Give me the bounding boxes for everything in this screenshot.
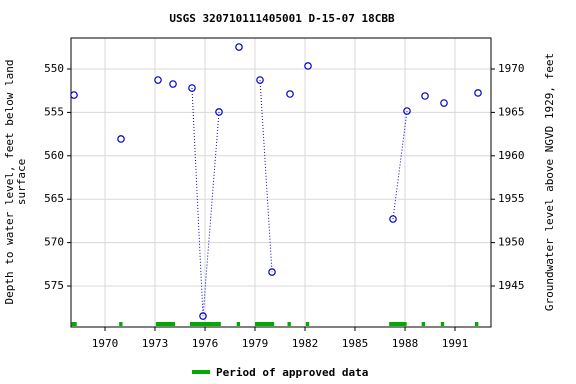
approved-period xyxy=(475,322,479,326)
y2-tick-label: 1960 xyxy=(498,149,525,162)
data-point xyxy=(256,76,264,84)
approved-period xyxy=(305,322,310,326)
data-point xyxy=(286,90,294,98)
x-tick-label: 1976 xyxy=(192,337,219,350)
y2-tick-label: 1970 xyxy=(498,62,525,75)
y2-tick-label: 1955 xyxy=(498,192,525,205)
data-line xyxy=(192,80,478,316)
data-point xyxy=(304,62,312,70)
data-point xyxy=(70,91,78,99)
y-tick-label: 570 xyxy=(44,236,64,249)
approved-period xyxy=(421,322,425,326)
x-tick-label: 1970 xyxy=(92,337,119,350)
plot-frame xyxy=(70,37,492,328)
y2-tick-label: 1945 xyxy=(498,279,525,292)
approved-period xyxy=(236,322,240,326)
data-point xyxy=(403,107,411,115)
data-point xyxy=(268,268,276,276)
data-point xyxy=(235,43,243,51)
data-point xyxy=(188,84,196,92)
approved-period xyxy=(155,322,175,326)
chart-title: USGS 320710111405001 D-15-07 18CBB xyxy=(169,12,395,25)
approved-period xyxy=(119,322,123,326)
data-point xyxy=(474,89,482,97)
data-point xyxy=(154,76,162,84)
data-point xyxy=(389,215,397,223)
approved-period xyxy=(190,322,221,326)
y-tick-label: 565 xyxy=(44,192,64,205)
y2-tick-label: 1965 xyxy=(498,105,525,118)
y2-axis-label: Groundwater level above NGVD 1929, feet xyxy=(543,53,556,311)
y-tick-label: 550 xyxy=(44,62,64,75)
data-point xyxy=(169,80,177,88)
x-tick-label: 1991 xyxy=(442,337,469,350)
approved-period xyxy=(71,322,77,326)
x-tick-label: 1985 xyxy=(342,337,369,350)
data-point xyxy=(199,312,207,320)
data-point xyxy=(440,99,448,107)
y-tick-label: 575 xyxy=(44,279,64,292)
x-tick-label: 1973 xyxy=(142,337,169,350)
x-tick-label: 1988 xyxy=(392,337,419,350)
approved-period xyxy=(287,322,291,326)
approved-period xyxy=(440,322,445,326)
y-tick-label: 555 xyxy=(44,105,64,118)
y2-tick-label: 1950 xyxy=(498,236,525,249)
x-tick-label: 1979 xyxy=(242,337,269,350)
approved-period xyxy=(255,322,275,326)
data-point xyxy=(421,92,429,100)
y-axis-label: Depth to water level, feet below landsur… xyxy=(3,59,28,304)
approved-period xyxy=(389,322,407,326)
x-tick-label: 1982 xyxy=(292,337,319,350)
data-point xyxy=(215,108,223,116)
legend-label: Period of approved data xyxy=(216,366,368,379)
data-point xyxy=(117,135,125,143)
y-tick-label: 560 xyxy=(44,149,64,162)
